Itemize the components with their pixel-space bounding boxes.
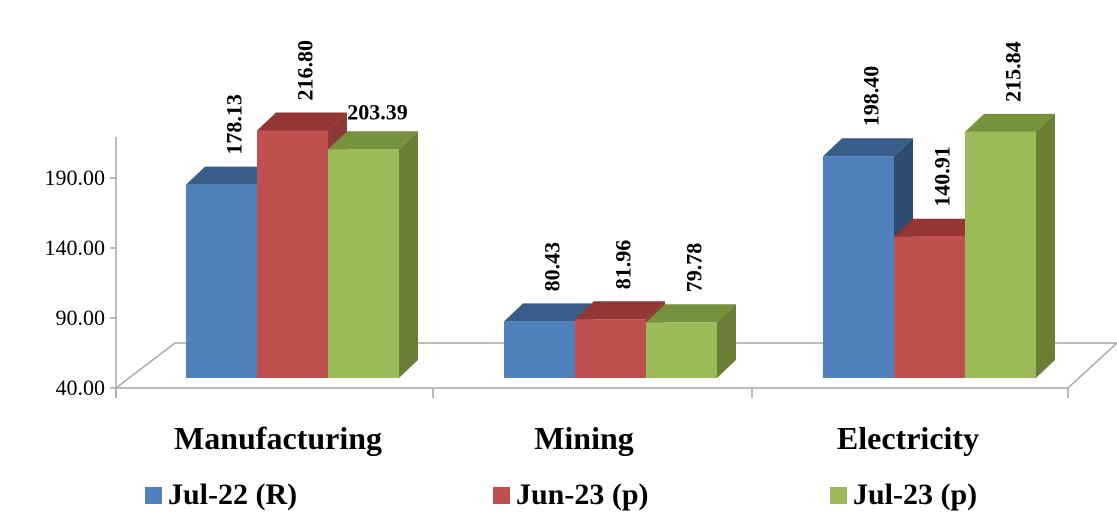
data-label: 203.39 <box>347 99 408 124</box>
bar <box>257 130 328 378</box>
y-tick-label: 190.00 <box>45 165 106 190</box>
legend-item-jul-23: Jul-23 (p) <box>830 478 977 512</box>
data-label: 79.78 <box>682 243 707 293</box>
bar-side <box>399 131 418 378</box>
x-tick-label: Manufacturing <box>174 420 382 456</box>
legend-swatch-jun-23 <box>493 486 510 504</box>
bar-top <box>646 304 736 323</box>
legend-label-jun-23: Jun-23 (p) <box>516 478 649 511</box>
bar <box>646 322 717 378</box>
data-label: 198.40 <box>859 66 884 127</box>
bar <box>965 131 1036 378</box>
chart: 40.00 90.00 140.00 190.00 178.13 216.80 203.39… <box>45 40 1117 456</box>
bar-top <box>894 218 984 237</box>
legend-swatch-jul-22 <box>145 486 162 504</box>
bar-top <box>504 303 594 322</box>
bar-top <box>823 138 913 157</box>
bar-side <box>717 304 736 378</box>
y-tick-label: 40.00 <box>56 375 106 400</box>
bar-top <box>965 113 1055 132</box>
x-tick-label: Mining <box>534 420 634 456</box>
bar <box>504 321 575 378</box>
data-label: 216.80 <box>293 40 318 101</box>
data-label: 140.91 <box>930 146 955 207</box>
bar <box>575 319 646 378</box>
legend-swatch-jul-23 <box>830 486 847 504</box>
y-tick-label: 140.00 <box>45 235 106 260</box>
data-label: 178.13 <box>222 94 247 155</box>
legend: Jul-22 (R) Jun-23 (p) Jul-23 (p) <box>0 478 1117 518</box>
legend-label-jul-22: Jul-22 (R) <box>168 478 298 511</box>
data-label: 80.43 <box>540 242 565 292</box>
data-label: 81.96 <box>611 240 636 290</box>
bar-top <box>257 112 347 131</box>
bar <box>823 156 894 378</box>
legend-label-jul-23: Jul-23 (p) <box>853 478 978 511</box>
bar-top <box>186 166 276 185</box>
bar <box>186 184 257 378</box>
y-tick-label: 90.00 <box>56 305 106 330</box>
floor-plane <box>113 342 1117 389</box>
data-label: 215.84 <box>1001 41 1026 102</box>
bar <box>328 149 399 378</box>
bar-top <box>575 301 665 320</box>
bar-side <box>1036 113 1055 378</box>
legend-item-jul-22: Jul-22 (R) <box>145 478 297 512</box>
bar <box>894 236 965 378</box>
legend-item-jun-23: Jun-23 (p) <box>493 478 649 512</box>
x-tick-label: Electricity <box>837 420 979 456</box>
bar-top <box>328 131 418 150</box>
